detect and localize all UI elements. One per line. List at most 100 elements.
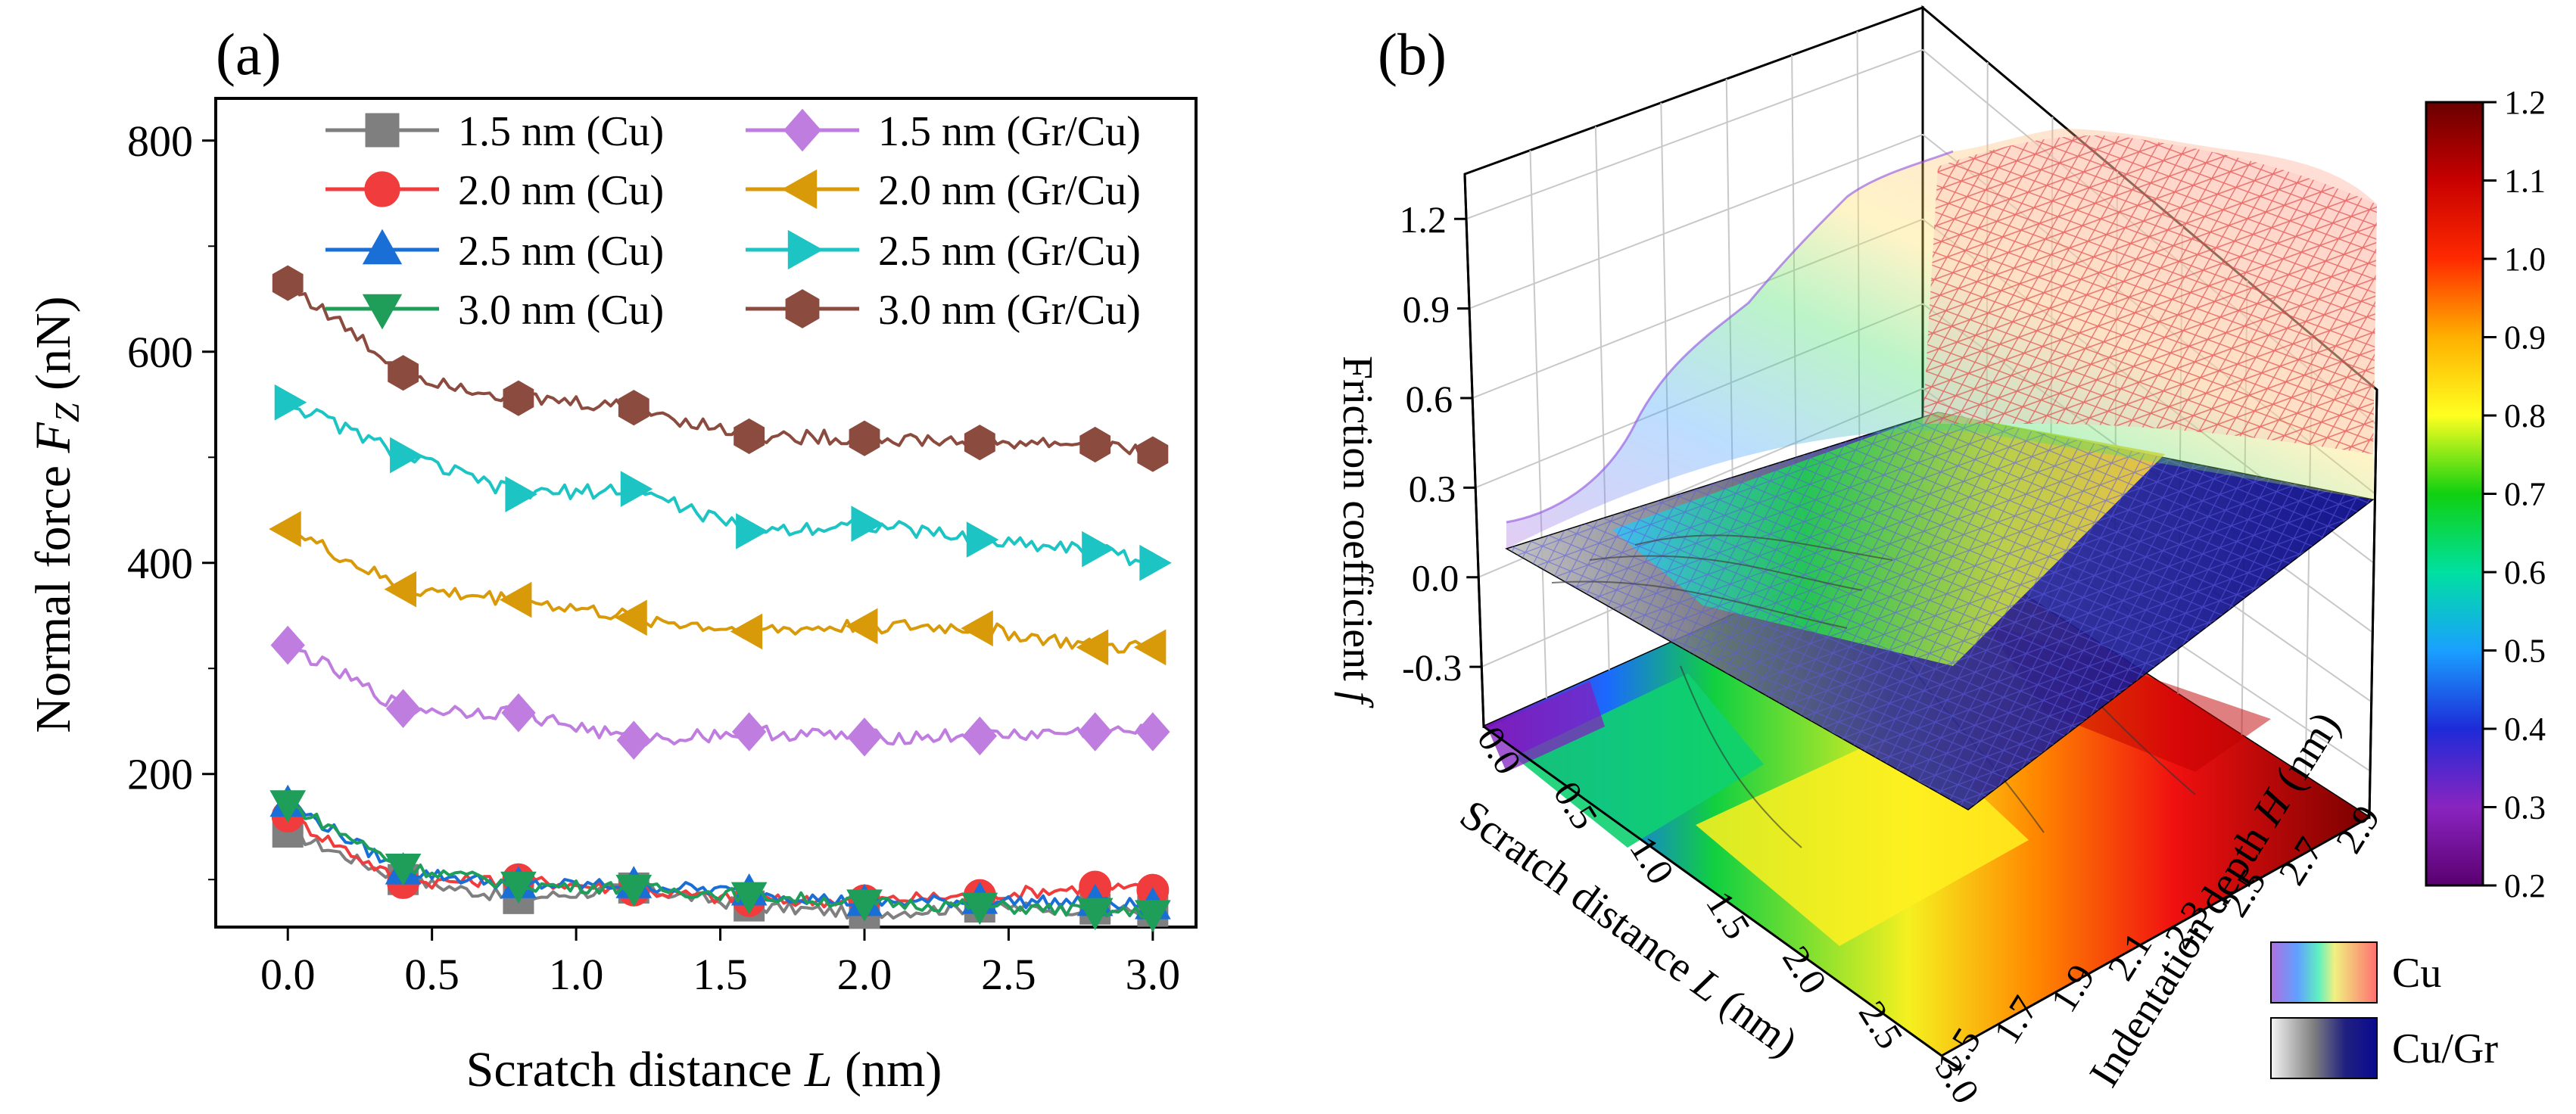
- legend-label: 2.5 nm (Gr/Cu): [878, 228, 1141, 275]
- data-point: [499, 581, 532, 618]
- legend-marker: [362, 294, 403, 330]
- legend-label: 1.5 nm (Gr/Cu): [878, 108, 1141, 155]
- data-point: [270, 625, 305, 665]
- colorbar-tick-label: 1.1: [2504, 163, 2546, 200]
- panel-b-3d-surface: (b): [1334, 5, 2546, 1111]
- data-point: [1139, 544, 1172, 581]
- x-tick-label: 2.0: [837, 950, 892, 999]
- series-line: [286, 528, 1154, 654]
- data-point: [1078, 712, 1113, 751]
- data-point: [274, 384, 307, 421]
- data-point: [500, 871, 537, 904]
- legend-label-cu: Cu: [2392, 950, 2441, 997]
- x-tick-label: 1.0: [549, 950, 604, 999]
- data-point: [849, 420, 880, 456]
- data-point: [964, 425, 995, 461]
- data-point: [966, 521, 999, 558]
- legend-item-3-0-nm-gr-cu: 3.0 nm (Gr/Cu): [746, 287, 1141, 334]
- z-tick-label: -0.3: [1402, 646, 1462, 689]
- data-point: [1133, 629, 1167, 666]
- z-tick-label: 0.0: [1412, 557, 1459, 599]
- data-point: [736, 513, 768, 549]
- data-point: [845, 608, 878, 645]
- colorbar-tick-label: 0.6: [2504, 554, 2546, 591]
- legend-marker: [364, 171, 400, 207]
- legend-item-1-5-nm-cu: 1.5 nm (Cu): [326, 108, 664, 155]
- series-3-0-nm-gr-cu: [272, 265, 1169, 472]
- data-point: [385, 853, 422, 886]
- data-point: [1076, 629, 1109, 666]
- data-point: [620, 471, 653, 507]
- data-point: [390, 437, 422, 474]
- legend-label: 2.0 nm (Cu): [458, 167, 664, 214]
- data-point: [505, 476, 537, 512]
- data-point: [501, 693, 536, 733]
- panel-b-front-axes: [1463, 173, 2378, 1057]
- data-point: [961, 892, 998, 926]
- data-point: [851, 506, 884, 543]
- colorbar-tick-label: 0.7: [2504, 476, 2546, 513]
- data-point: [385, 689, 421, 729]
- data-point: [1076, 898, 1114, 931]
- panel-b-legend: Cu Cu/Gr: [2270, 941, 2498, 1079]
- data-point: [618, 390, 649, 426]
- legend-marker: [781, 169, 818, 210]
- series-line: [287, 642, 1154, 747]
- series-line: [287, 828, 1154, 920]
- legend-label: 3.0 nm (Cu): [458, 287, 664, 334]
- data-point: [503, 380, 534, 416]
- series-2-5-nm-gr-cu: [274, 384, 1172, 581]
- panel-a-series: [269, 265, 1172, 932]
- colorbar-tick-label: 0.3: [2504, 789, 2546, 826]
- data-point: [384, 571, 417, 608]
- series-1-5-nm-gr-cu: [270, 625, 1170, 760]
- panel-a-ticks: 0.0 0.5 1.0 1.5 2.0 2.5 3.0 200 400 600 800: [127, 117, 1180, 999]
- legend-marker: [787, 229, 824, 270]
- legend-marker: [362, 229, 403, 265]
- panel-b-colorbar: 0.2 0.3 0.4 0.5 0.6 0.7 0.8 0.9 1.0 1.1 1.2: [2425, 84, 2546, 904]
- legend-label: 2.5 nm (Cu): [458, 228, 664, 275]
- panel-b-z-axis-label: Friction coefficient f: [1334, 356, 1381, 709]
- colorbar-tick-label: 0.4: [2504, 711, 2546, 748]
- data-point: [961, 610, 993, 647]
- y-tick-label: 600: [127, 328, 193, 377]
- y-tick-label: 400: [127, 539, 193, 588]
- series-line: [287, 801, 1154, 920]
- series-3-0-nm-cu: [269, 790, 1171, 932]
- colorbar-tick-label: 0.2: [2504, 867, 2546, 904]
- data-point: [730, 613, 763, 650]
- legend-item-2-5-nm-gr-cu: 2.5 nm (Gr/Cu): [746, 228, 1141, 275]
- data-point: [846, 889, 883, 922]
- legend-label: 3.0 nm (Gr/Cu): [878, 287, 1141, 334]
- data-point: [734, 418, 765, 454]
- x-tick-label: 3.0: [1126, 950, 1181, 999]
- data-point: [269, 511, 301, 547]
- panel-b-cu-mesh-surface: [1506, 129, 2377, 549]
- legend-item-2-5-nm-cu: 2.5 nm (Cu): [326, 228, 664, 275]
- wall-grid-line: [1529, 150, 1547, 699]
- data-point: [615, 874, 653, 907]
- panel-a-x-axis-label: Scratch distance L (nm): [466, 1042, 942, 1097]
- colorbar-tick-label: 1.2: [2504, 84, 2546, 121]
- panel-b-cu-gr-surface: [1505, 412, 2375, 811]
- data-point: [616, 720, 651, 760]
- legend-label: 2.0 nm (Gr/Cu): [878, 167, 1141, 214]
- z-tick-label: 0.3: [1409, 467, 1456, 509]
- data-point: [730, 882, 768, 915]
- x-tick-label: 2.5: [981, 950, 1036, 999]
- panel-a-plot-frame: [214, 97, 1198, 929]
- legend-swatch-cu-gr: [2270, 1017, 2378, 1079]
- data-point: [731, 712, 767, 751]
- series-line: [286, 802, 1154, 910]
- legend-item-2-0-nm-gr-cu: 2.0 nm (Gr/Cu): [746, 167, 1141, 214]
- x-tick-label: 0.0: [260, 950, 316, 999]
- z-tick-label: 0.6: [1406, 378, 1453, 420]
- legend-marker: [365, 113, 400, 148]
- legend-item-2-0-nm-cu: 2.0 nm (Cu): [326, 167, 664, 214]
- data-point: [847, 717, 882, 757]
- colorbar-tick-label: 0.9: [2504, 319, 2546, 356]
- data-point: [1079, 426, 1111, 463]
- data-point: [269, 790, 307, 823]
- data-point: [1137, 436, 1169, 472]
